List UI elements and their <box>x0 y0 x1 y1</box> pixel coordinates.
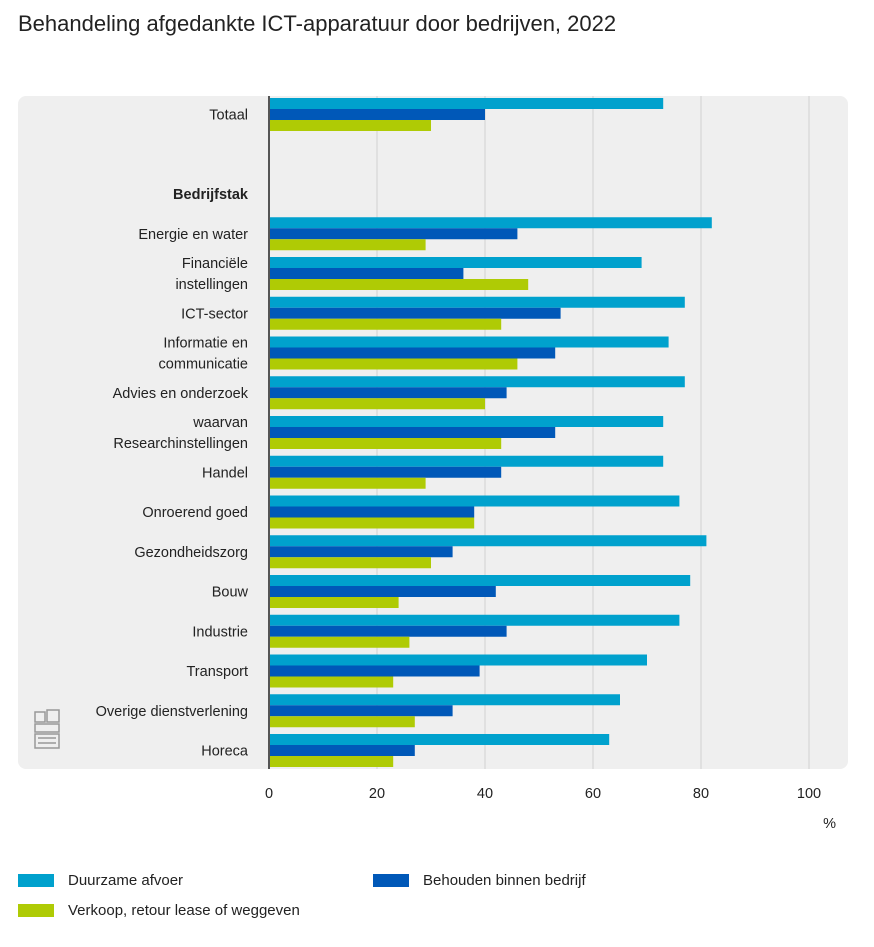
chart-title: Behandeling afgedankte ICT-apparatuur do… <box>18 11 617 36</box>
bar <box>269 705 453 717</box>
bar <box>269 597 399 608</box>
bar <box>269 466 502 478</box>
bar <box>269 398 485 410</box>
x-tick-label: 80 <box>693 786 709 802</box>
bar <box>269 416 664 427</box>
category-labels: Totaal Bedrijfstak Energie en water Financi… <box>96 108 249 760</box>
bar <box>269 268 464 279</box>
bar <box>269 257 642 268</box>
bar <box>269 756 394 767</box>
cbs-logo-icon <box>34 709 60 749</box>
bar <box>269 239 426 251</box>
bars <box>269 98 712 767</box>
bar <box>269 614 680 626</box>
bar <box>269 654 647 666</box>
bar <box>269 575 691 586</box>
category-label: Informatie en communicatie <box>159 336 248 373</box>
bar <box>269 665 480 677</box>
legend-label: Verkoop, retour lease of weggeven <box>68 902 300 919</box>
x-axis-unit-label: % <box>823 816 836 832</box>
x-axis-ticks: 0 20 40 60 80 100 <box>265 786 821 802</box>
category-label: Handel <box>202 465 248 481</box>
bar <box>269 557 431 569</box>
bar <box>269 455 664 467</box>
bar <box>269 625 507 637</box>
bar <box>269 318 502 330</box>
bar <box>269 495 680 507</box>
category-label: Transport <box>186 664 248 680</box>
bar <box>269 546 453 558</box>
bar <box>269 376 685 388</box>
legend-label: Behouden binnen bedrijf <box>423 872 586 889</box>
bar <box>269 586 496 597</box>
bar <box>269 535 707 547</box>
bar <box>269 336 669 348</box>
bar <box>269 279 529 290</box>
x-tick-label: 0 <box>265 786 273 802</box>
bar <box>269 109 485 120</box>
bar <box>269 716 415 728</box>
bar <box>269 636 410 648</box>
bar <box>269 228 518 240</box>
category-label: Onroerend goed <box>142 505 248 521</box>
legend-item-duurzame-afvoer: Duurzame afvoer <box>18 872 183 889</box>
category-label: Horeca <box>201 744 249 760</box>
legend-label: Duurzame afvoer <box>68 872 184 889</box>
legend-item-verkoop-retour-lease: Verkoop, retour lease of weggeven <box>18 902 300 919</box>
bar <box>269 296 685 308</box>
x-tick-label: 40 <box>477 786 493 802</box>
bar <box>269 358 518 370</box>
bar <box>269 120 431 131</box>
bar <box>269 438 502 449</box>
bar <box>269 307 561 319</box>
x-tick-label: 60 <box>585 786 601 802</box>
bar <box>269 427 556 438</box>
category-label: Bouw <box>212 585 249 601</box>
bar <box>269 694 620 706</box>
category-label: Gezondheidszorg <box>134 545 248 561</box>
category-label: Totaal <box>209 108 248 124</box>
x-tick-label: 20 <box>369 786 385 802</box>
legend-swatch <box>18 904 54 917</box>
category-label: Overige dienstverlening <box>96 704 248 720</box>
legend-swatch <box>18 874 54 887</box>
category-label: waarvan Researchinstellingen <box>113 415 248 452</box>
category-label: Industrie <box>192 624 248 640</box>
bar-chart: Totaal Bedrijfstak Energie en water Financi… <box>18 96 848 832</box>
bar <box>269 734 610 745</box>
bar <box>269 745 415 756</box>
bar <box>269 506 475 518</box>
category-group-header: Bedrijfstak <box>173 187 249 203</box>
bar <box>269 98 664 109</box>
legend-swatch <box>373 874 409 887</box>
bar <box>269 387 507 399</box>
bar <box>269 347 556 359</box>
category-label: Financiële instellingen <box>175 256 248 293</box>
x-tick-label: 100 <box>797 786 821 802</box>
bar <box>269 676 394 688</box>
category-label: ICT-sector <box>181 306 248 322</box>
bar <box>269 217 712 229</box>
category-label: Advies en onderzoek <box>113 386 249 402</box>
legend-item-behouden-binnen-bedrijf: Behouden binnen bedrijf <box>373 872 586 889</box>
bar <box>269 477 426 489</box>
category-label: Energie en water <box>138 227 248 243</box>
bar <box>269 517 475 529</box>
